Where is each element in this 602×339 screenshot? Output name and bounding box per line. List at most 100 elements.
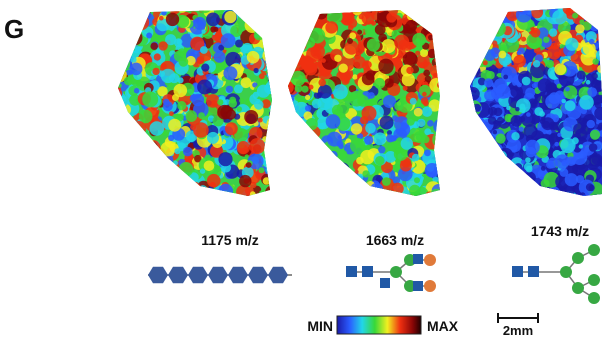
texture	[376, 188, 392, 204]
texture	[496, 161, 500, 165]
texture	[473, 138, 487, 152]
texture	[479, 170, 495, 186]
texture	[492, 172, 496, 176]
texture	[440, 104, 447, 111]
texture	[565, 87, 570, 92]
texture	[200, 168, 205, 173]
texture	[477, 165, 485, 173]
texture	[250, 191, 256, 197]
texture	[306, 9, 310, 13]
texture	[322, 180, 326, 184]
texture	[468, 191, 472, 195]
texture	[394, 35, 409, 50]
texture	[437, 73, 444, 80]
texture	[540, 190, 544, 194]
texture	[168, 119, 181, 132]
texture	[121, 12, 129, 20]
texture	[142, 156, 147, 161]
texture	[375, 156, 384, 165]
texture	[370, 183, 383, 196]
texture	[530, 100, 537, 107]
texture	[355, 170, 359, 174]
texture	[296, 192, 301, 197]
texture	[327, 192, 338, 203]
texture	[463, 166, 468, 171]
texture	[196, 56, 204, 64]
texture	[330, 172, 342, 184]
texture	[441, 143, 448, 150]
texture	[138, 142, 152, 156]
texture	[152, 184, 165, 197]
texture	[177, 101, 186, 110]
texture	[246, 162, 252, 168]
texture	[208, 191, 222, 205]
texture	[124, 18, 136, 30]
texture	[147, 185, 155, 193]
texture	[202, 30, 206, 34]
texture	[350, 185, 359, 194]
texture	[328, 189, 340, 201]
texture	[418, 12, 424, 18]
texture	[297, 0, 312, 13]
texture	[415, 51, 420, 56]
texture	[187, 2, 196, 11]
texture	[225, 5, 231, 11]
texture	[312, 4, 320, 12]
texture	[484, 78, 493, 87]
texture	[310, 137, 321, 148]
texture	[293, 160, 301, 168]
texture	[136, 149, 149, 162]
texture	[538, 78, 552, 92]
texture	[482, 185, 486, 189]
texture	[586, 183, 594, 191]
texture	[309, 190, 322, 203]
texture	[521, 160, 525, 164]
texture	[462, 150, 470, 158]
texture	[339, 64, 348, 73]
texture	[189, 4, 195, 10]
texture	[334, 161, 344, 171]
texture	[295, 3, 303, 11]
texture	[491, 160, 505, 174]
texture	[469, 3, 476, 10]
texture	[168, 135, 174, 141]
texture	[437, 82, 444, 89]
texture	[488, 170, 500, 182]
texture	[166, 13, 179, 26]
texture	[516, 3, 521, 8]
texture	[591, 73, 598, 80]
texture	[298, 25, 306, 33]
texture	[141, 166, 153, 178]
texture	[473, 104, 481, 112]
texture	[162, 163, 170, 171]
texture	[542, 196, 550, 204]
texture	[315, 185, 330, 200]
texture	[152, 171, 157, 176]
texture	[473, 53, 480, 60]
texture	[169, 178, 182, 191]
texture	[496, 84, 511, 99]
texture	[516, 7, 532, 23]
texture	[282, 32, 298, 48]
texture	[461, 92, 469, 100]
texture	[428, 49, 438, 59]
texture	[217, 1, 227, 11]
texture	[110, 190, 121, 201]
texture	[433, 14, 443, 24]
texture	[486, 164, 497, 175]
texture	[490, 21, 506, 37]
texture	[401, 137, 413, 149]
texture	[290, 27, 300, 37]
texture	[467, 52, 471, 56]
texture	[477, 8, 484, 15]
texture	[423, 22, 432, 31]
texture	[463, 96, 471, 104]
texture	[331, 176, 339, 184]
texture	[412, 33, 426, 47]
texture	[465, 57, 472, 64]
hexose	[168, 267, 188, 283]
hexose	[248, 267, 268, 283]
texture	[133, 143, 139, 149]
texture	[349, 179, 360, 190]
texture	[301, 28, 312, 39]
